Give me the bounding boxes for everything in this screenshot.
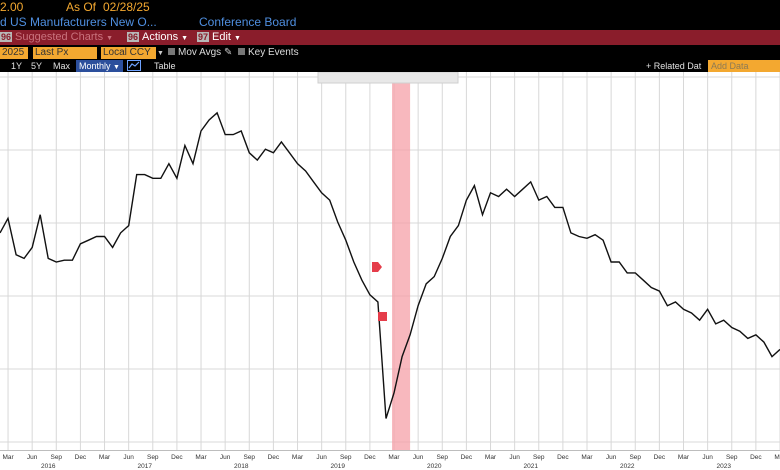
x-axis: Mar Jun Sep Dec Mar Jun Sep Dec Mar Jun Sep Dec Mar J… [0, 450, 780, 470]
x-tick-month: Jun [220, 454, 231, 461]
event-markers [372, 262, 387, 321]
currency-select[interactable]: Local CCY [101, 47, 156, 59]
x-tick-year: 2022 [620, 463, 635, 470]
as-of-label: As Of [66, 0, 97, 14]
pencil-icon: ✎ [223, 47, 233, 58]
x-tick-month: Jun [606, 454, 617, 461]
x-tick-month: Sep [340, 454, 352, 461]
x-tick-month: Dec [364, 454, 376, 461]
actions-label: Actions [142, 31, 179, 43]
x-tick-month: Jun [702, 454, 713, 461]
security-row: d US Manufacturers New O... Conference B… [0, 14, 780, 30]
timeframe-max[interactable]: Max [53, 61, 71, 71]
chevron-down-icon: ▼ [113, 64, 120, 71]
x-tick-month: Mar [292, 454, 304, 461]
chevron-down-icon: ▼ [181, 35, 189, 42]
x-tick-year: 2021 [523, 463, 538, 470]
chevron-down-icon: ▼ [234, 35, 241, 42]
x-tick-year: 2016 [41, 463, 56, 470]
x-tick-month: Dec [171, 454, 183, 461]
key-events-label: Key Events [248, 47, 299, 58]
x-tick-month: Jun [123, 454, 134, 461]
checkbox-icon [238, 48, 245, 55]
chevron-down-icon: ▼ [106, 35, 114, 42]
x-tick-month: Sep [629, 454, 641, 461]
timeframe-5y[interactable]: 5Y [31, 61, 43, 71]
x-tick-month: Mar [678, 454, 690, 461]
actions-button[interactable]: 96 Actions ▼ [127, 31, 188, 44]
x-tick-month: Mar [485, 454, 497, 461]
x-tick-month: Dec [461, 454, 473, 461]
x-tick-month: Sep [726, 454, 738, 461]
x-tick-month: Jun [509, 454, 520, 461]
edit-num: 97 [197, 32, 210, 42]
actions-num: 96 [127, 32, 140, 42]
source-label[interactable]: Conference Board [199, 15, 297, 29]
last-px-select[interactable]: Last Px [33, 47, 97, 59]
date-field[interactable]: 2025 [0, 47, 28, 59]
frequency-label: Monthly [79, 61, 111, 71]
mov-avgs-label: Mov Avgs [178, 47, 222, 58]
chart-area[interactable] [0, 71, 780, 450]
x-tick-month: Mar [2, 454, 14, 461]
as-of-date[interactable]: 02/28/25 [103, 0, 150, 14]
x-tick-month: Sep [243, 454, 255, 461]
x-tick-year: 2017 [138, 463, 153, 470]
x-tick-month: Sep [436, 454, 448, 461]
suggested-charts-num: 96 [0, 32, 13, 42]
x-axis-labels: Mar Jun Sep Dec Mar Jun Sep Dec Mar Jun Sep Dec Mar J… [2, 454, 780, 470]
x-tick-month: Mar [99, 454, 111, 461]
line-chart-icon[interactable] [127, 60, 141, 72]
x-tick-year: 2018 [234, 463, 249, 470]
x-tick-year: 2020 [427, 463, 442, 470]
x-tick-month: Dec [654, 454, 666, 461]
timeframe-1y[interactable]: 1Y [11, 61, 23, 71]
grid-lines [0, 72, 780, 450]
x-tick-month: Dec [75, 454, 87, 461]
suggested-charts-button[interactable]: 96 Suggested Charts ▼ [0, 31, 113, 44]
chevron-down-icon: ▼ [157, 50, 164, 57]
event-marker-pentagon [372, 262, 382, 272]
event-marker-square [378, 312, 387, 321]
x-tick-month: Jun [27, 454, 38, 461]
controls-row: 2025 Last Px Local CCY ▼ Mov Avgs ✎ Key … [0, 46, 780, 60]
x-tick-year: 2023 [716, 463, 731, 470]
x-tick-month: Mar [581, 454, 593, 461]
edit-button[interactable]: 97 Edit ▼ [197, 31, 241, 44]
add-data-input[interactable]: Add Data [708, 60, 780, 72]
x-tick-month: Jun [413, 454, 424, 461]
x-tick-month: Dec [268, 454, 280, 461]
value-readout: 2.00 [0, 0, 24, 14]
x-tick-month: Mar [195, 454, 207, 461]
x-tick-month: Jun [316, 454, 327, 461]
shaded-period [392, 72, 411, 450]
x-tick-month: Sep [147, 454, 159, 461]
series-line [0, 111, 780, 419]
x-tick-month: Mar [388, 454, 400, 461]
x-tick-month: Mar [774, 454, 780, 461]
x-tick-month: Dec [750, 454, 762, 461]
related-data-button[interactable]: + Related Dat [646, 61, 702, 71]
table-view-button[interactable]: Table [154, 61, 176, 71]
currency-dropdown[interactable]: ▼ [157, 47, 164, 59]
security-name[interactable]: d US Manufacturers New O... [0, 15, 157, 29]
x-tick-month: Sep [533, 454, 545, 461]
mov-avgs-toggle[interactable]: Mov Avgs ✎ [168, 47, 232, 59]
header-row: 2.00 As Of 02/28/25 [0, 0, 780, 14]
x-tick-year: 2019 [330, 463, 345, 470]
frequency-select[interactable]: Monthly ▼ [76, 60, 123, 72]
x-tick-month: Dec [557, 454, 569, 461]
toolbar: 96 Suggested Charts ▼ 96 Actions ▼ 97 Edit … [0, 30, 780, 45]
timeframe-row: 1Y 5Y Max Monthly ▼ Table + Related Dat … [0, 60, 780, 72]
key-events-toggle[interactable]: Key Events [238, 47, 299, 59]
suggested-charts-label: Suggested Charts [15, 31, 104, 43]
x-tick-month: Sep [50, 454, 62, 461]
line-chart[interactable] [0, 71, 780, 450]
edit-label: Edit [212, 31, 231, 43]
checkbox-icon [168, 48, 175, 55]
chart-mini-toolbar [317, 71, 459, 84]
